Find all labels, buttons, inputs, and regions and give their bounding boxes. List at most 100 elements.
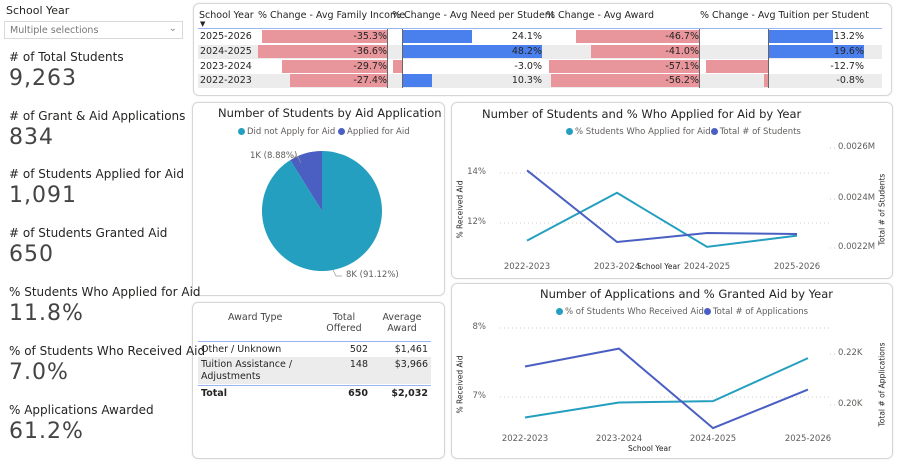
y2-tick-label: 0.0024M	[838, 193, 876, 203]
cell-value: -35.3%	[353, 31, 387, 42]
dropdown-value: Multiple selections	[10, 25, 99, 36]
cell-school-year[interactable]: 2025-2026	[200, 31, 252, 42]
legend-dot-icon	[710, 128, 718, 135]
data-bar	[282, 60, 387, 73]
cell-avg: $1,461	[394, 344, 428, 355]
divider	[198, 341, 431, 342]
legend-item[interactable]: Total # of Students	[710, 127, 801, 137]
legend-label: % of Students Who Received Aid	[565, 307, 704, 317]
legend-item[interactable]: Total # of Applications	[703, 307, 809, 317]
leader-line	[332, 269, 342, 277]
y-tick-label: 12%	[467, 217, 486, 227]
x-tick-label: 2024-2025	[683, 262, 731, 272]
kpi-label: # of Students Applied for Aid	[9, 167, 184, 181]
data-bar	[768, 30, 833, 43]
legend-label: Total # of Students	[719, 127, 801, 137]
column-header[interactable]: % Change - Avg Award	[546, 10, 654, 21]
cell-value: -3.0%	[514, 61, 542, 72]
legend-label: % Students Who Applied for Aid	[575, 127, 711, 137]
zero-axis-line	[387, 29, 388, 88]
cell-school-year[interactable]: 2024-2025	[200, 46, 252, 57]
chart-legend: % Students Who Applied for Aid Total # of…	[566, 127, 801, 137]
zero-axis-line	[699, 29, 700, 88]
kpi-value: 650	[9, 242, 54, 267]
cell-value: -12.7%	[830, 61, 864, 72]
x-tick-label: 2024-2025	[689, 434, 737, 444]
pie-slice	[290, 151, 322, 211]
y2-axis-title: Total # of Applications	[877, 342, 887, 427]
chart-title: Number of Applications and % Granted Aid…	[540, 287, 834, 301]
sort-descending-icon[interactable]: ▼	[200, 20, 206, 28]
data-bar	[768, 45, 865, 58]
divider	[198, 385, 431, 386]
legend-dot-icon	[556, 308, 563, 315]
school-year-dropdown[interactable]: Multiple selections ⌄	[4, 21, 183, 39]
cell-avg: $3,966	[394, 359, 428, 370]
legend-item[interactable]: Applied for Aid	[338, 127, 410, 137]
column-header[interactable]: % Change - Avg Family Income	[258, 10, 406, 21]
header-award-type: Award Type	[228, 312, 283, 323]
chart-title: Number of Students and % Who Applied for…	[482, 107, 802, 121]
x-axis-title: School Year	[628, 444, 672, 453]
pie-label-applied: 1K (8.88%)	[250, 151, 298, 161]
data-bar	[548, 60, 699, 73]
cell-offered: 650	[348, 388, 368, 399]
legend-item[interactable]: % of Students Who Received Aid	[556, 307, 704, 317]
x-axis-title: School Year	[637, 262, 681, 271]
kpi-label: # of Total Students	[9, 50, 124, 64]
data-bar	[402, 74, 432, 87]
cell-value: -0.8%	[836, 75, 864, 86]
pie-slice	[262, 151, 382, 271]
cell-type: Total	[201, 388, 227, 399]
column-header[interactable]: % Change - Avg Tuition per Student	[700, 10, 869, 21]
zero-axis-line	[768, 29, 769, 88]
applications-chart-card	[451, 283, 893, 459]
cell-type: Tuition Assistance / Adjustments	[201, 359, 293, 382]
x-tick-label: 2025-2026	[784, 434, 832, 444]
column-header[interactable]: School Year	[199, 10, 254, 21]
y-tick-label: 14%	[467, 167, 486, 177]
legend-label: Total # of Applications	[712, 307, 809, 317]
y2-axis-title: Total # of Students	[877, 173, 887, 246]
data-bar	[393, 60, 402, 73]
data-bar	[402, 45, 542, 58]
x-tick-label: 2022-2023	[501, 434, 549, 444]
y-axis-title: % Received Aid	[455, 180, 465, 239]
data-bar	[705, 60, 768, 73]
kpi-value: 1,091	[9, 183, 77, 208]
legend-item[interactable]: % Students Who Applied for Aid	[566, 127, 711, 137]
row-bg	[198, 357, 431, 384]
divider	[198, 28, 882, 29]
series-line	[524, 347, 809, 430]
x-tick-label: 2025-2026	[773, 262, 821, 272]
y2-tick-label: 0.20K	[838, 399, 863, 409]
x-tick-label: 2022-2023	[503, 262, 551, 272]
legend-dot-icon	[338, 128, 345, 135]
legend-dot-icon	[703, 308, 711, 315]
kpi-label: % Applications Awarded	[9, 403, 154, 417]
chart-legend: % of Students Who Received Aid Total # of…	[556, 307, 808, 317]
column-header[interactable]: % Change - Avg Need per Student	[392, 10, 555, 21]
header-average-award: Average Award	[382, 312, 422, 334]
series-line	[526, 169, 798, 244]
cell-school-year[interactable]: 2022-2023	[200, 75, 252, 86]
header-total-offered: Total Offered	[326, 312, 362, 334]
cell-value: -56.2%	[665, 75, 699, 86]
kpi-label: % of Students Who Received Aid	[9, 344, 206, 358]
zero-axis-line	[402, 29, 403, 88]
legend-item[interactable]: Did not Apply for Aid	[238, 127, 335, 137]
cell-offered: 502	[349, 344, 368, 355]
y-axis-title: % Received Aid	[455, 355, 465, 414]
pie-chart	[262, 151, 382, 277]
pie-title: Number of Students by Aid Application	[218, 106, 442, 120]
cell-school-year[interactable]: 2023-2024	[200, 61, 252, 72]
line-chart-plot	[500, 327, 835, 430]
data-bar	[551, 74, 699, 87]
chevron-down-icon[interactable]: ⌄	[168, 23, 177, 34]
y2-tick-label: 0.22K	[838, 348, 863, 358]
cell-value: 13.2%	[833, 31, 864, 42]
cell-value: -29.7%	[353, 61, 387, 72]
kpi-value: 61.2%	[9, 419, 84, 444]
cell-value: -46.7%	[665, 31, 699, 42]
